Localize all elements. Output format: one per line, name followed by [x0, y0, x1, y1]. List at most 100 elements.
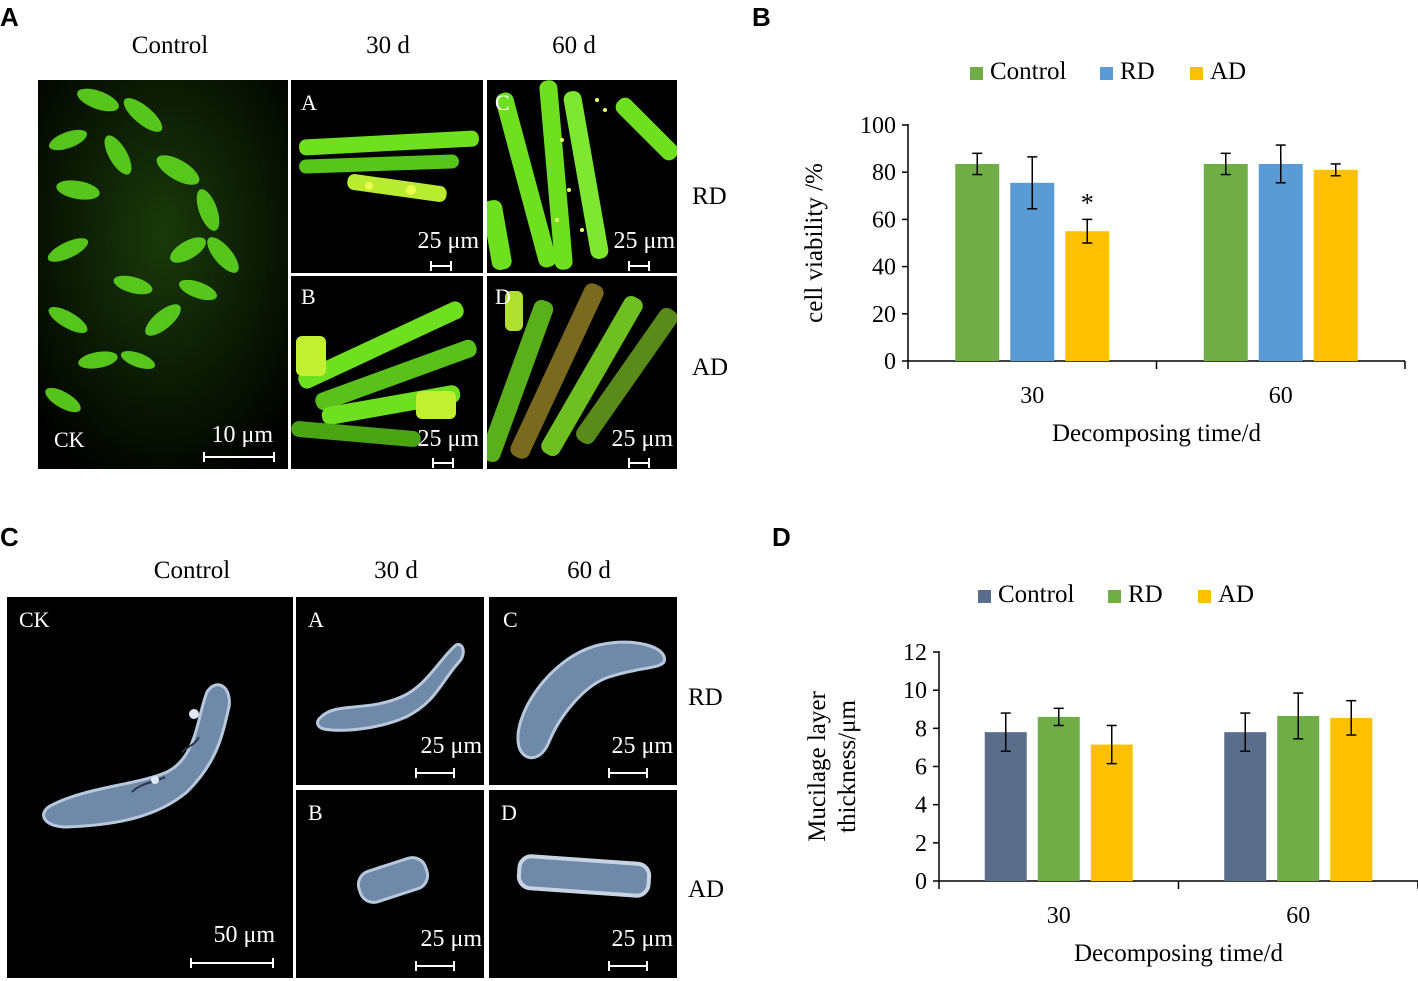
y-tick-label: 0 — [884, 349, 896, 375]
legend-label-ad: AD — [1210, 58, 1246, 85]
legend-label-control: Control — [990, 58, 1066, 85]
diatom-cell-image — [356, 856, 430, 904]
micrograph-c-c-label: C — [503, 607, 518, 632]
y-tick-label: 20 — [872, 302, 896, 328]
legend-label-control: Control — [998, 581, 1074, 608]
micrograph-a-d-label: D — [495, 284, 511, 309]
bar-ad-30 — [1065, 231, 1110, 361]
y-tick-label: 0 — [915, 869, 927, 895]
micrograph-a-ck-scale: 10 μm — [211, 422, 273, 448]
bar-control-30 — [984, 732, 1027, 881]
micrograph-c-b-scale: 25 μm — [420, 926, 482, 952]
x-axis-label: Decomposing time/d — [1074, 940, 1283, 967]
y-tick-label: 10 — [903, 678, 927, 704]
y-tick-label: 4 — [915, 793, 927, 819]
diatom-cell-image — [516, 854, 652, 898]
micrograph-c-a-scale: 25 μm — [420, 733, 482, 759]
micrograph-c-b-label: B — [308, 800, 323, 825]
scale-bar — [608, 768, 648, 778]
diatom-cell-image — [516, 640, 666, 760]
panel-a-row-ad: AD — [692, 354, 729, 381]
micrograph-c-a-label: A — [308, 607, 324, 632]
micrograph-a-a: A 25 μm — [291, 80, 483, 273]
panel-c-row-rd: RD — [688, 684, 723, 711]
y-tick-label: 12 — [903, 640, 927, 666]
y-tick-label: 100 — [860, 113, 896, 139]
micrograph-c-ck-label: CK — [19, 607, 50, 632]
panel-a-header-control: Control — [131, 32, 209, 59]
scale-bar — [430, 261, 452, 271]
legend-label-ad: AD — [1218, 581, 1254, 608]
legend-swatch-rd — [1100, 67, 1113, 80]
micrograph-a-a-scale: 25 μm — [417, 228, 479, 254]
green-cells-image — [38, 80, 288, 469]
legend-swatch-rd — [1108, 590, 1121, 603]
panel-c-header-control: Control — [153, 557, 231, 584]
legend-swatch-control — [978, 590, 991, 603]
bar-control-60 — [1203, 163, 1248, 361]
micrograph-a-d-scale: 25 μm — [611, 426, 673, 452]
panel-c-header-60d: 60 d — [567, 557, 611, 584]
bar-rd-60 — [1258, 163, 1303, 361]
y-tick-label: 6 — [915, 755, 927, 781]
bar-rd-60 — [1277, 715, 1320, 881]
bar-ad-60 — [1330, 717, 1373, 881]
y-tick-label: 2 — [915, 831, 927, 857]
y-axis-label-line-1: Mucilage layer — [804, 691, 831, 842]
micrograph-a-b-scale: 25 μm — [417, 426, 479, 452]
scale-bar — [190, 958, 274, 968]
green-cells-image — [487, 80, 677, 270]
panel-a-row-rd: RD — [692, 183, 727, 210]
panel-c-header-30d: 30 d — [374, 557, 418, 584]
x-axis-label: Decomposing time/d — [1052, 420, 1261, 447]
micrograph-a-b: B 25 μm — [291, 276, 483, 469]
diatom-cell-image — [42, 683, 231, 829]
legend-swatch-control — [970, 67, 983, 80]
bar-ad-60 — [1313, 169, 1358, 361]
scale-bar — [628, 458, 650, 468]
chart-b-cell-viability: Control RD AD 0 20 40 60 80 100 30 * 60 Decomposing … — [801, 58, 1406, 447]
green-cells-image — [299, 130, 479, 202]
micrograph-a-ck: CK 10 μm — [38, 80, 288, 469]
scale-bar — [203, 452, 275, 462]
scale-bar — [432, 458, 454, 468]
panel-a-header-60d: 60 d — [552, 32, 596, 59]
scale-bar — [628, 261, 650, 271]
bar-ad-30 — [1090, 744, 1133, 881]
micrograph-c-d: D 25 μm — [489, 790, 677, 978]
scale-bar — [415, 961, 455, 971]
scale-bar — [415, 768, 455, 778]
legend-label-rd: RD — [1128, 581, 1163, 608]
x-tick-label: 30 — [1020, 383, 1044, 409]
micrograph-c-b: B 25 μm — [296, 790, 484, 978]
micrograph-c-ck-scale: 50 μm — [213, 922, 275, 948]
micrograph-c-d-label: D — [501, 800, 517, 825]
micrograph-a-c-scale: 25 μm — [613, 228, 675, 254]
micrograph-c-a: A 25 μm — [296, 597, 484, 785]
x-tick-label: 60 — [1269, 383, 1293, 409]
micrograph-a-a-label: A — [301, 90, 317, 115]
legend-swatch-ad — [1190, 67, 1203, 80]
y-axis-label-line-2: thickness/μm — [834, 700, 861, 833]
x-tick-label: 30 — [1047, 903, 1071, 929]
y-tick-label: 40 — [872, 255, 896, 281]
green-cells-image — [487, 283, 677, 463]
scale-bar — [608, 961, 648, 971]
green-cells-image — [291, 301, 477, 447]
legend-label-rd: RD — [1120, 58, 1155, 85]
micrograph-a-c-label: C — [495, 90, 510, 115]
micrograph-a-b-label: B — [301, 284, 316, 309]
panel-c-row-ad: AD — [688, 876, 725, 903]
panel-letter-d: D — [772, 522, 791, 552]
panel-letter-a: A — [0, 2, 19, 32]
panel-letter-c: C — [0, 522, 19, 552]
micrograph-a-c: C 25 μm — [487, 80, 677, 273]
bar-rd-30 — [1010, 182, 1055, 361]
micrograph-c-ck: CK 50 μm — [7, 597, 293, 978]
diatom-cell-image — [316, 643, 465, 732]
micrograph-c-c-scale: 25 μm — [611, 733, 673, 759]
panel-a-header-30d: 30 d — [366, 32, 410, 59]
x-tick-label: 60 — [1286, 903, 1310, 929]
y-tick-label: 80 — [872, 160, 896, 186]
